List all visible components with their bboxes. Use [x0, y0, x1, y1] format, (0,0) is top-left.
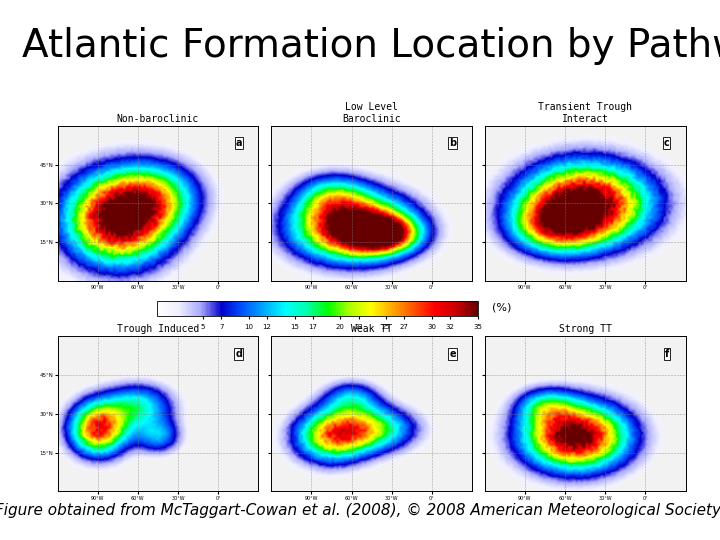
Text: c: c: [664, 138, 670, 148]
Title: Transient Trough
Interact: Transient Trough Interact: [538, 102, 632, 124]
Text: (Figure obtained from McTaggart-Cowan et al. (2008), © 2008 American Meteorologi: (Figure obtained from McTaggart-Cowan et…: [0, 503, 720, 518]
Title: Non-baroclinic: Non-baroclinic: [117, 113, 199, 124]
Title: Strong TT: Strong TT: [559, 324, 611, 334]
Text: a: a: [236, 138, 243, 148]
Text: f: f: [665, 349, 670, 359]
Text: (%): (%): [492, 303, 511, 313]
Text: Atlantic Formation Location by Pathway: Atlantic Formation Location by Pathway: [22, 27, 720, 65]
Text: e: e: [449, 349, 456, 359]
Text: b: b: [449, 138, 456, 148]
Title: Trough Induced: Trough Induced: [117, 324, 199, 334]
Title: Low Level
Baroclinic: Low Level Baroclinic: [342, 102, 401, 124]
Title: Weak TT: Weak TT: [351, 324, 392, 334]
Text: d: d: [235, 349, 243, 359]
